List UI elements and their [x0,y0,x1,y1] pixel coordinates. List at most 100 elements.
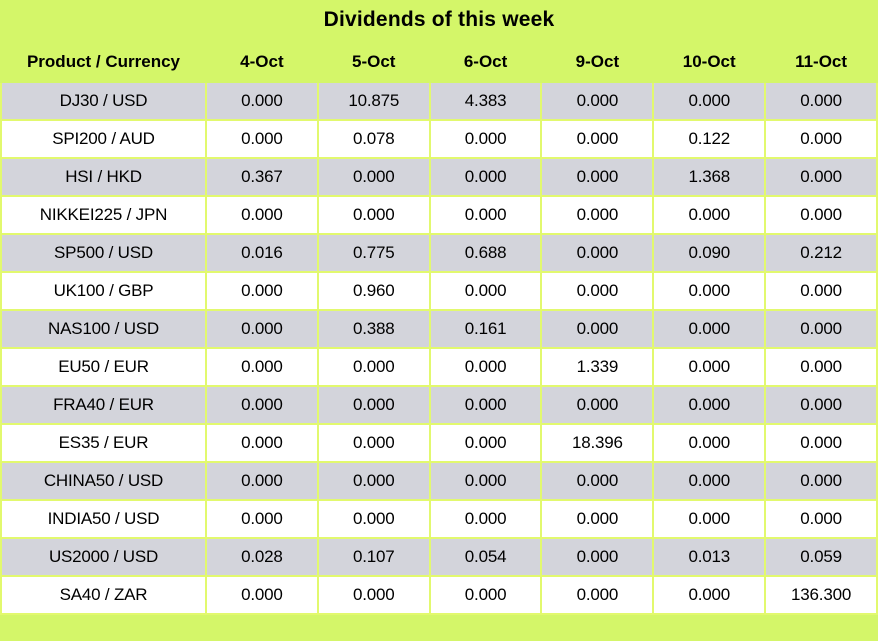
dividend-value-cell: 0.000 [652,385,767,425]
table-row: CHINA50 / USD 0.000 0.000 0.000 0.000 0.000 0.… [0,461,878,501]
dividend-value-cell: 0.000 [764,461,878,501]
dividend-value-cell: 1.339 [540,347,655,387]
dividend-value-cell: 0.000 [540,81,655,121]
product-cell: CHINA50 / USD [0,461,207,501]
dividend-value-cell: 0.000 [205,461,319,501]
dividend-value-cell: 0.000 [764,195,878,235]
dividend-value-cell: 0.000 [652,195,767,235]
dividend-value-cell: 0.000 [316,195,431,235]
dividend-value-cell: 0.000 [652,309,767,349]
dividend-value-cell: 0.013 [652,537,767,577]
page-title: Dividends of this week [323,8,555,31]
dividend-value-cell: 0.000 [428,461,543,501]
dividend-value-cell: 0.000 [652,575,767,615]
dividend-value-cell: 0.028 [205,537,319,577]
dividend-value-cell: 0.000 [316,423,431,463]
dividend-value-cell: 0.000 [540,575,655,615]
header-cell-date: 4-Oct [205,40,319,83]
dividend-value-cell: 0.000 [205,385,319,425]
dividend-value-cell: 4.383 [428,81,543,121]
dividend-value-cell: 0.016 [205,233,319,273]
table-row: HSI / HKD 0.367 0.000 0.000 0.000 1.368 0.000 [0,157,878,197]
dividend-value-cell: 0.000 [316,499,431,539]
header-cell-date: 9-Oct [540,40,655,83]
dividend-value-cell: 0.000 [652,499,767,539]
dividends-table: Product / Currency 4-Oct 5-Oct 6-Oct 9-Oct 10… [0,40,878,615]
product-cell: INDIA50 / USD [0,499,207,539]
product-cell: UK100 / GBP [0,271,207,311]
dividend-value-cell: 0.000 [428,271,543,311]
dividend-value-cell: 0.122 [652,119,767,159]
table-row: ES35 / EUR 0.000 0.000 0.000 18.396 0.000 0.00… [0,423,878,463]
product-cell: NAS100 / USD [0,309,207,349]
dividend-value-cell: 0.000 [316,385,431,425]
dividend-value-cell: 0.054 [428,537,543,577]
dividend-value-cell: 0.000 [428,499,543,539]
dividend-value-cell: 0.000 [316,575,431,615]
dividend-value-cell: 0.000 [205,271,319,311]
dividend-value-cell: 10.875 [316,81,431,121]
product-cell: HSI / HKD [0,157,207,197]
dividend-value-cell: 0.000 [205,575,319,615]
dividend-value-cell: 0.000 [428,157,543,197]
product-cell: SP500 / USD [0,233,207,273]
table-header-row: Product / Currency 4-Oct 5-Oct 6-Oct 9-Oct 10… [0,40,878,83]
dividend-value-cell: 0.000 [540,271,655,311]
dividend-value-cell: 0.688 [428,233,543,273]
dividend-value-cell: 0.000 [428,347,543,387]
dividend-value-cell: 0.000 [428,385,543,425]
product-cell: EU50 / EUR [0,347,207,387]
table-row: UK100 / GBP 0.000 0.960 0.000 0.000 0.000 0.00… [0,271,878,311]
dividend-value-cell: 0.000 [540,157,655,197]
dividend-value-cell: 0.000 [428,575,543,615]
product-cell: ES35 / EUR [0,423,207,463]
table-row: US2000 / USD 0.028 0.107 0.054 0.000 0.013 0.0… [0,537,878,577]
product-cell: FRA40 / EUR [0,385,207,425]
dividend-value-cell: 0.000 [540,119,655,159]
dividend-value-cell: 0.775 [316,233,431,273]
dividend-value-cell: 0.367 [205,157,319,197]
dividend-value-cell: 0.000 [540,385,655,425]
dividend-value-cell: 1.368 [652,157,767,197]
dividend-value-cell: 0.388 [316,309,431,349]
dividend-value-cell: 0.000 [652,461,767,501]
dividend-value-cell: 0.107 [316,537,431,577]
dividend-value-cell: 0.000 [316,347,431,387]
dividend-value-cell: 0.000 [652,271,767,311]
table-body: DJ30 / USD 0.000 10.875 4.383 0.000 0.000 0.00… [0,81,878,615]
header-cell-date: 5-Oct [316,40,431,83]
header-cell-date: 6-Oct [428,40,543,83]
dividend-value-cell: 0.000 [764,81,878,121]
table-row: INDIA50 / USD 0.000 0.000 0.000 0.000 0.000 0.… [0,499,878,539]
table-row: FRA40 / EUR 0.000 0.000 0.000 0.000 0.000 0.00… [0,385,878,425]
product-cell: NIKKEI225 / JPN [0,195,207,235]
dividend-value-cell: 0.000 [540,537,655,577]
product-cell: DJ30 / USD [0,81,207,121]
dividend-value-cell: 0.000 [205,347,319,387]
dividend-value-cell: 0.000 [764,271,878,311]
dividend-value-cell: 0.000 [205,119,319,159]
product-cell: US2000 / USD [0,537,207,577]
dividend-value-cell: 0.000 [540,499,655,539]
table-row: SPI200 / AUD 0.000 0.078 0.000 0.000 0.122 0.0… [0,119,878,159]
table-row: EU50 / EUR 0.000 0.000 0.000 1.339 0.000 0.000 [0,347,878,387]
dividend-value-cell: 18.396 [540,423,655,463]
dividend-value-cell: 0.000 [652,81,767,121]
table-row: NAS100 / USD 0.000 0.388 0.161 0.000 0.000 0.0… [0,309,878,349]
dividend-value-cell: 0.212 [764,233,878,273]
dividend-value-cell: 0.000 [764,499,878,539]
dividend-value-cell: 0.000 [652,347,767,387]
dividend-value-cell: 0.090 [652,233,767,273]
dividend-value-cell: 0.000 [428,119,543,159]
dividend-value-cell: 0.000 [764,119,878,159]
header-cell-date: 11-Oct [764,40,878,83]
dividend-value-cell: 0.000 [316,157,431,197]
header-cell-date: 10-Oct [652,40,767,83]
table-row: SP500 / USD 0.016 0.775 0.688 0.000 0.090 0.21… [0,233,878,273]
dividend-value-cell: 0.000 [764,309,878,349]
dividend-value-cell: 0.000 [764,157,878,197]
dividend-value-cell: 0.059 [764,537,878,577]
dividend-value-cell: 0.000 [205,499,319,539]
dividend-value-cell: 0.000 [652,423,767,463]
